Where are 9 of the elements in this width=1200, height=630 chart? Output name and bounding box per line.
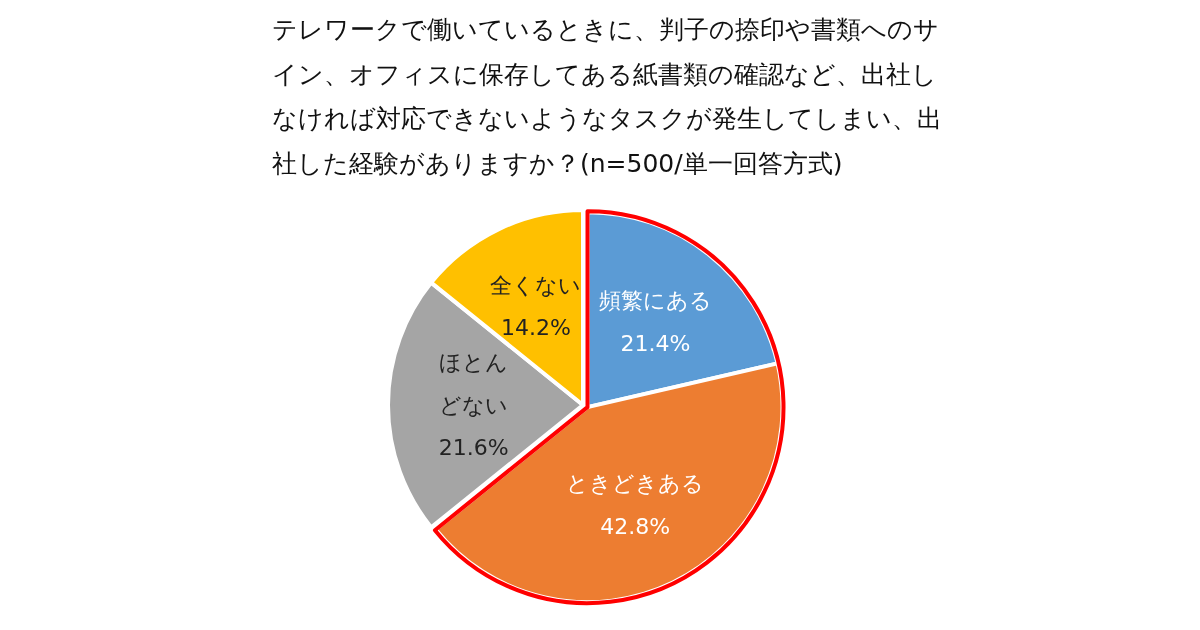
- data-label: 21.4%: [620, 330, 691, 356]
- data-label: 21.6%: [438, 435, 509, 461]
- slice-label: ほとんどない: [439, 349, 509, 418]
- slice-label: 頻繁にある: [599, 287, 713, 313]
- slice-label: ときどきある: [566, 471, 705, 497]
- slice-label: 全くない: [490, 272, 582, 298]
- chart-title: テレワークで働いているときに、判子の捺印や書類へのサイン、オフィスに保存してある紙書類の確認など、出社しなければ対応できないようなタスクが発生してしまい、出社した経験がありますか？(n=500/単一回答方式): [272, 15, 942, 178]
- data-label: 14.2%: [500, 315, 571, 341]
- data-label: 42.8%: [600, 514, 671, 540]
